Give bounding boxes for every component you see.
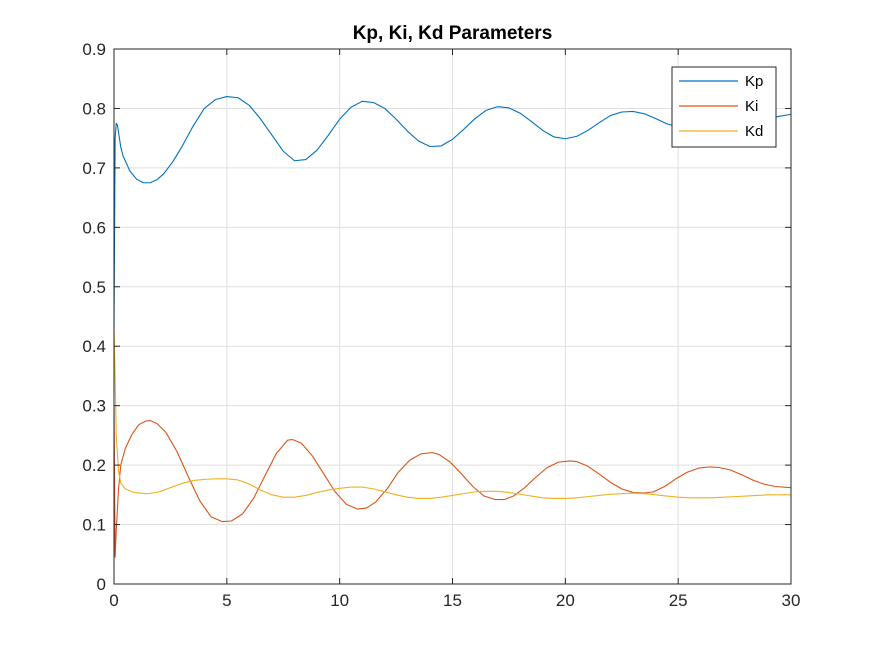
legend: Kp Ki Kd <box>671 66 777 148</box>
legend-box <box>671 66 777 148</box>
x-tick-label: 10 <box>330 591 349 610</box>
ticks: 0 5 10 15 20 25 30 0 0.1 0.2 0.3 0.4 0.5 0.6 0.7 0.8 0.9 <box>82 40 800 610</box>
y-tick-label: 0.2 <box>82 456 106 475</box>
x-tick-label: 15 <box>443 591 462 610</box>
x-tick-label: 0 <box>109 591 118 610</box>
y-tick-label: 0 <box>97 575 106 594</box>
series-line-kp <box>113 96 792 329</box>
y-tick-label: 0.7 <box>82 159 106 178</box>
x-tick-label: 20 <box>556 591 575 610</box>
y-tick-label: 0.4 <box>82 337 106 356</box>
y-tick-label: 0.8 <box>82 99 106 118</box>
x-tick-label: 30 <box>782 591 801 610</box>
series-line-ki <box>113 405 792 558</box>
chart-title: Kp, Ki, Kd Parameters <box>353 23 553 44</box>
y-tick-label: 0.5 <box>82 278 106 297</box>
legend-label-kp: Kp <box>745 73 763 90</box>
x-tick-label: 25 <box>669 591 688 610</box>
y-tick-label: 0.9 <box>82 40 106 59</box>
legend-label-kd: Kd <box>745 123 763 140</box>
series-line-kd <box>113 328 791 499</box>
y-tick-label: 0.1 <box>82 516 106 535</box>
legend-label-ki: Ki <box>745 98 758 115</box>
x-tick-label: 5 <box>222 591 231 610</box>
series-layer <box>113 96 792 558</box>
y-tick-label: 0.3 <box>82 397 106 416</box>
y-tick-label: 0.6 <box>82 218 106 237</box>
